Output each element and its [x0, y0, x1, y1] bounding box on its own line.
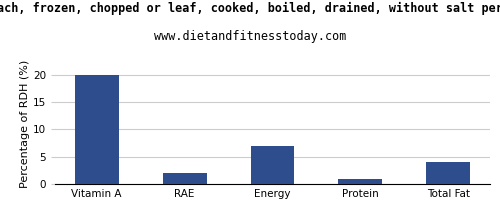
- Text: www.dietandfitnesstoday.com: www.dietandfitnesstoday.com: [154, 30, 346, 43]
- Bar: [75, 75, 118, 184]
- Text: ach, frozen, chopped or leaf, cooked, boiled, drained, without salt per: ach, frozen, chopped or leaf, cooked, bo…: [0, 2, 500, 15]
- Bar: [162, 173, 206, 184]
- Bar: [338, 179, 382, 184]
- Bar: [250, 146, 294, 184]
- Bar: [426, 162, 470, 184]
- Y-axis label: Percentage of RDH (%): Percentage of RDH (%): [20, 60, 30, 188]
